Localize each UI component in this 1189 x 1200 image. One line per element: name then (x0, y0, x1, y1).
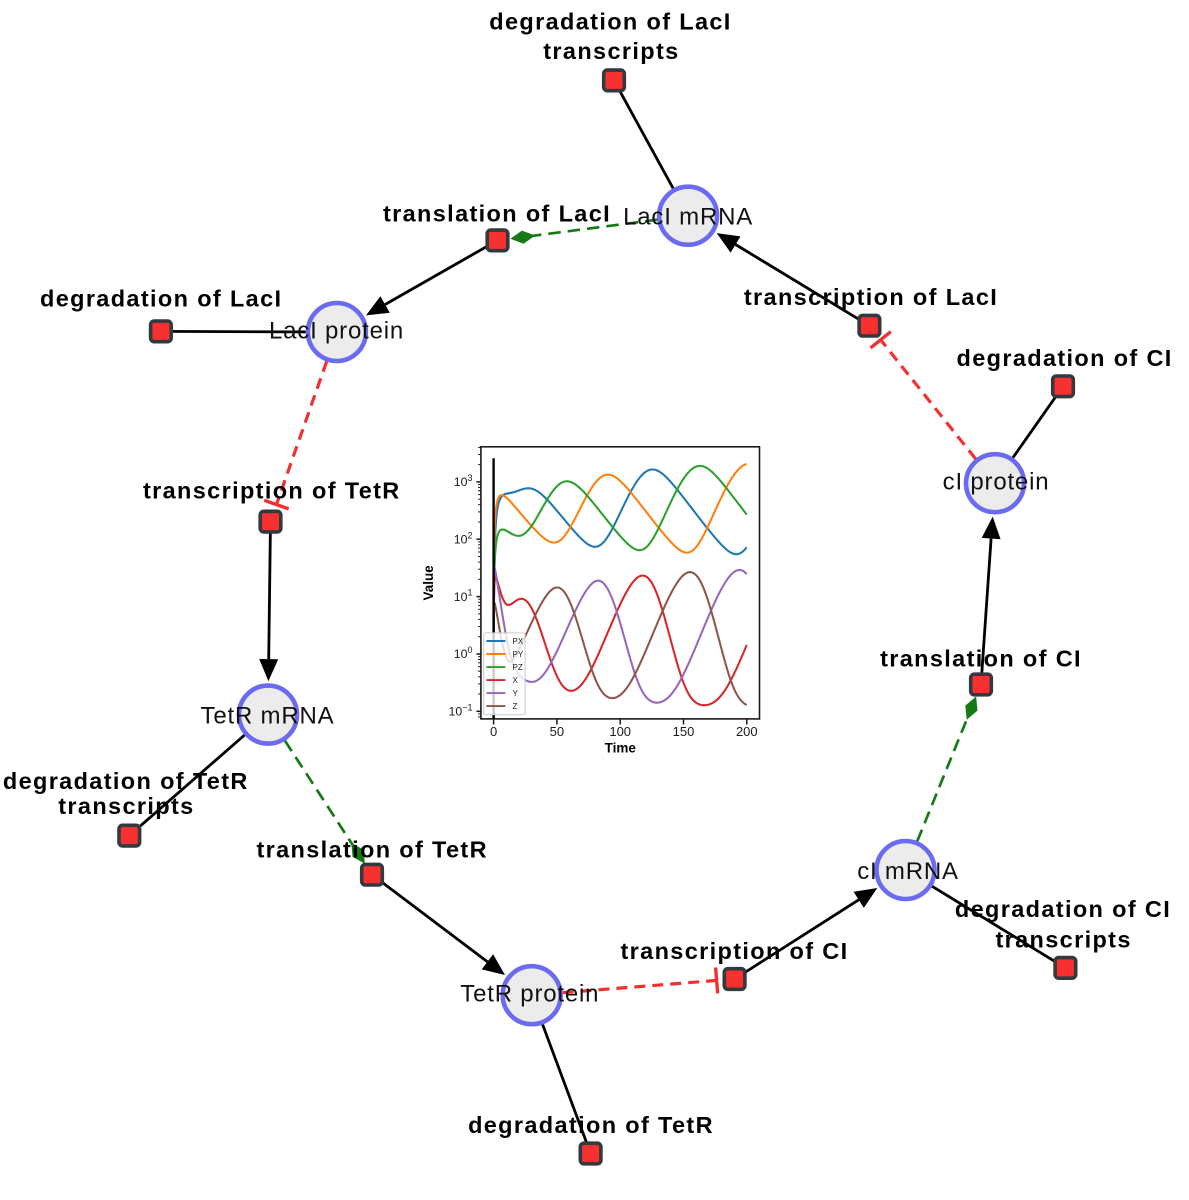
svg-text:translation of CI: translation of CI (880, 646, 1082, 672)
svg-text:0: 0 (490, 724, 497, 739)
svg-text:transcripts: transcripts (543, 38, 679, 64)
svg-text:PX: PX (513, 637, 524, 646)
svg-text:transcription of TetR: transcription of TetR (143, 477, 401, 503)
svg-text:100: 100 (609, 724, 631, 739)
svg-text:LacI protein: LacI protein (269, 317, 404, 344)
svg-text:PZ: PZ (513, 663, 523, 672)
svg-text:degradation of CI: degradation of CI (955, 896, 1171, 922)
svg-text:transcripts: transcripts (58, 793, 194, 819)
svg-text:TetR mRNA: TetR mRNA (201, 702, 335, 729)
svg-text:TetR protein: TetR protein (460, 981, 599, 1008)
svg-text:X: X (513, 676, 519, 685)
svg-text:150: 150 (673, 724, 695, 739)
svg-text:Value: Value (421, 565, 436, 601)
svg-text:degradation of CI: degradation of CI (957, 345, 1173, 371)
svg-text:transcription of LacI: transcription of LacI (744, 284, 998, 310)
svg-text:LacI mRNA: LacI mRNA (623, 203, 753, 230)
svg-text:Z: Z (513, 702, 518, 711)
svg-text:transcription of CI: transcription of CI (620, 938, 848, 964)
svg-text:degradation of LacI: degradation of LacI (40, 285, 282, 311)
svg-text:PY: PY (513, 650, 524, 659)
svg-text:cI protein: cI protein (943, 469, 1050, 496)
svg-text:translation of LacI: translation of LacI (383, 200, 611, 226)
svg-text:200: 200 (736, 724, 758, 739)
svg-text:translation of TetR: translation of TetR (256, 837, 488, 863)
svg-text:cI mRNA: cI mRNA (857, 858, 959, 885)
svg-text:transcripts: transcripts (995, 927, 1131, 953)
svg-text:degradation of TetR: degradation of TetR (3, 768, 249, 794)
svg-text:50: 50 (550, 724, 564, 739)
svg-text:degradation of LacI: degradation of LacI (489, 9, 731, 35)
svg-text:Y: Y (513, 689, 519, 698)
svg-text:Time: Time (605, 741, 637, 756)
svg-text:degradation of TetR: degradation of TetR (468, 1112, 714, 1138)
